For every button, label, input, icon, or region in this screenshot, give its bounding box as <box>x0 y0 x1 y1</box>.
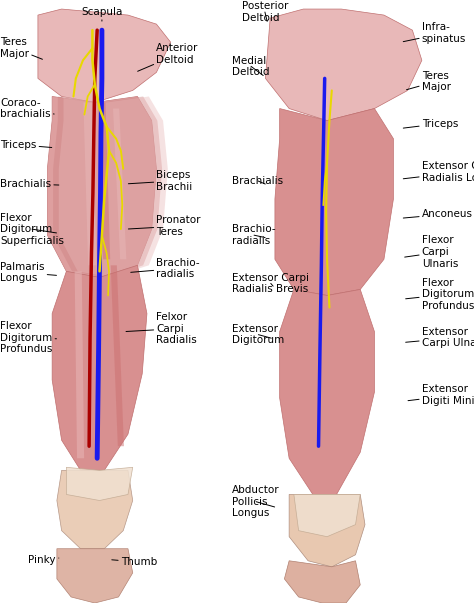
Polygon shape <box>265 9 422 121</box>
Text: Flexor
Carpi
Ulnaris: Flexor Carpi Ulnaris <box>405 235 458 269</box>
Text: Flexor
Digitorum
Profundus: Flexor Digitorum Profundus <box>0 321 56 355</box>
Polygon shape <box>57 470 133 549</box>
Polygon shape <box>110 265 124 446</box>
Polygon shape <box>57 549 133 603</box>
Polygon shape <box>294 494 360 537</box>
Text: Brachio-
radialis: Brachio- radialis <box>232 224 276 246</box>
Text: Scapula: Scapula <box>81 7 123 21</box>
Text: Brachialis: Brachialis <box>0 179 59 189</box>
Text: Brachio-
radialis: Brachio- radialis <box>131 257 200 279</box>
Text: Extensor Carpi
Radialis Longus: Extensor Carpi Radialis Longus <box>403 161 474 183</box>
Text: Palmaris
Longus: Palmaris Longus <box>0 262 56 283</box>
Text: Flexor
Digitorum
Profundus: Flexor Digitorum Profundus <box>406 277 474 311</box>
Text: Thumb: Thumb <box>112 557 157 567</box>
Text: Anterior
Deltoid: Anterior Deltoid <box>137 43 199 71</box>
Polygon shape <box>59 96 168 277</box>
Polygon shape <box>113 109 126 259</box>
Text: Coraco-
brachialis: Coraco- brachialis <box>0 98 54 119</box>
Text: Posterior
Deltoid: Posterior Deltoid <box>242 1 288 23</box>
Text: Extensor Carpi
Radialis Brevis: Extensor Carpi Radialis Brevis <box>232 273 309 294</box>
Text: Felxor
Carpi
Radialis: Felxor Carpi Radialis <box>126 312 197 346</box>
Polygon shape <box>66 467 133 500</box>
Text: Brachialis: Brachialis <box>232 176 283 186</box>
Polygon shape <box>83 103 97 265</box>
Text: Teres
Major: Teres Major <box>407 71 451 92</box>
Text: Infra-
spinatus: Infra- spinatus <box>403 22 466 44</box>
Text: Extensor
Digitorum: Extensor Digitorum <box>232 324 284 346</box>
Polygon shape <box>47 96 156 277</box>
Polygon shape <box>52 265 147 470</box>
Text: Triceps: Triceps <box>403 119 458 128</box>
Polygon shape <box>53 96 162 277</box>
Polygon shape <box>280 289 374 494</box>
Text: Triceps: Triceps <box>0 140 52 150</box>
Polygon shape <box>38 9 171 103</box>
Polygon shape <box>275 109 393 295</box>
Text: Pinky: Pinky <box>28 555 59 564</box>
Text: Teres
Major: Teres Major <box>0 37 43 59</box>
Text: Medial
Deltoid: Medial Deltoid <box>232 55 270 77</box>
Text: Biceps
Brachii: Biceps Brachii <box>128 170 192 192</box>
Polygon shape <box>98 103 110 259</box>
Text: Anconeus: Anconeus <box>403 209 473 219</box>
Text: Extensor
Digiti Minimi: Extensor Digiti Minimi <box>408 384 474 406</box>
Text: Extensor
Carpi Ulnaris: Extensor Carpi Ulnaris <box>406 327 474 349</box>
Text: Abductor
Pollicis
Longus: Abductor Pollicis Longus <box>232 485 280 519</box>
Text: Pronator
Teres: Pronator Teres <box>128 215 201 237</box>
Text: Flexor
Digitorum
Superficialis: Flexor Digitorum Superficialis <box>0 212 64 246</box>
Polygon shape <box>47 96 156 277</box>
Polygon shape <box>289 494 365 567</box>
Polygon shape <box>284 561 360 603</box>
Polygon shape <box>75 271 84 458</box>
